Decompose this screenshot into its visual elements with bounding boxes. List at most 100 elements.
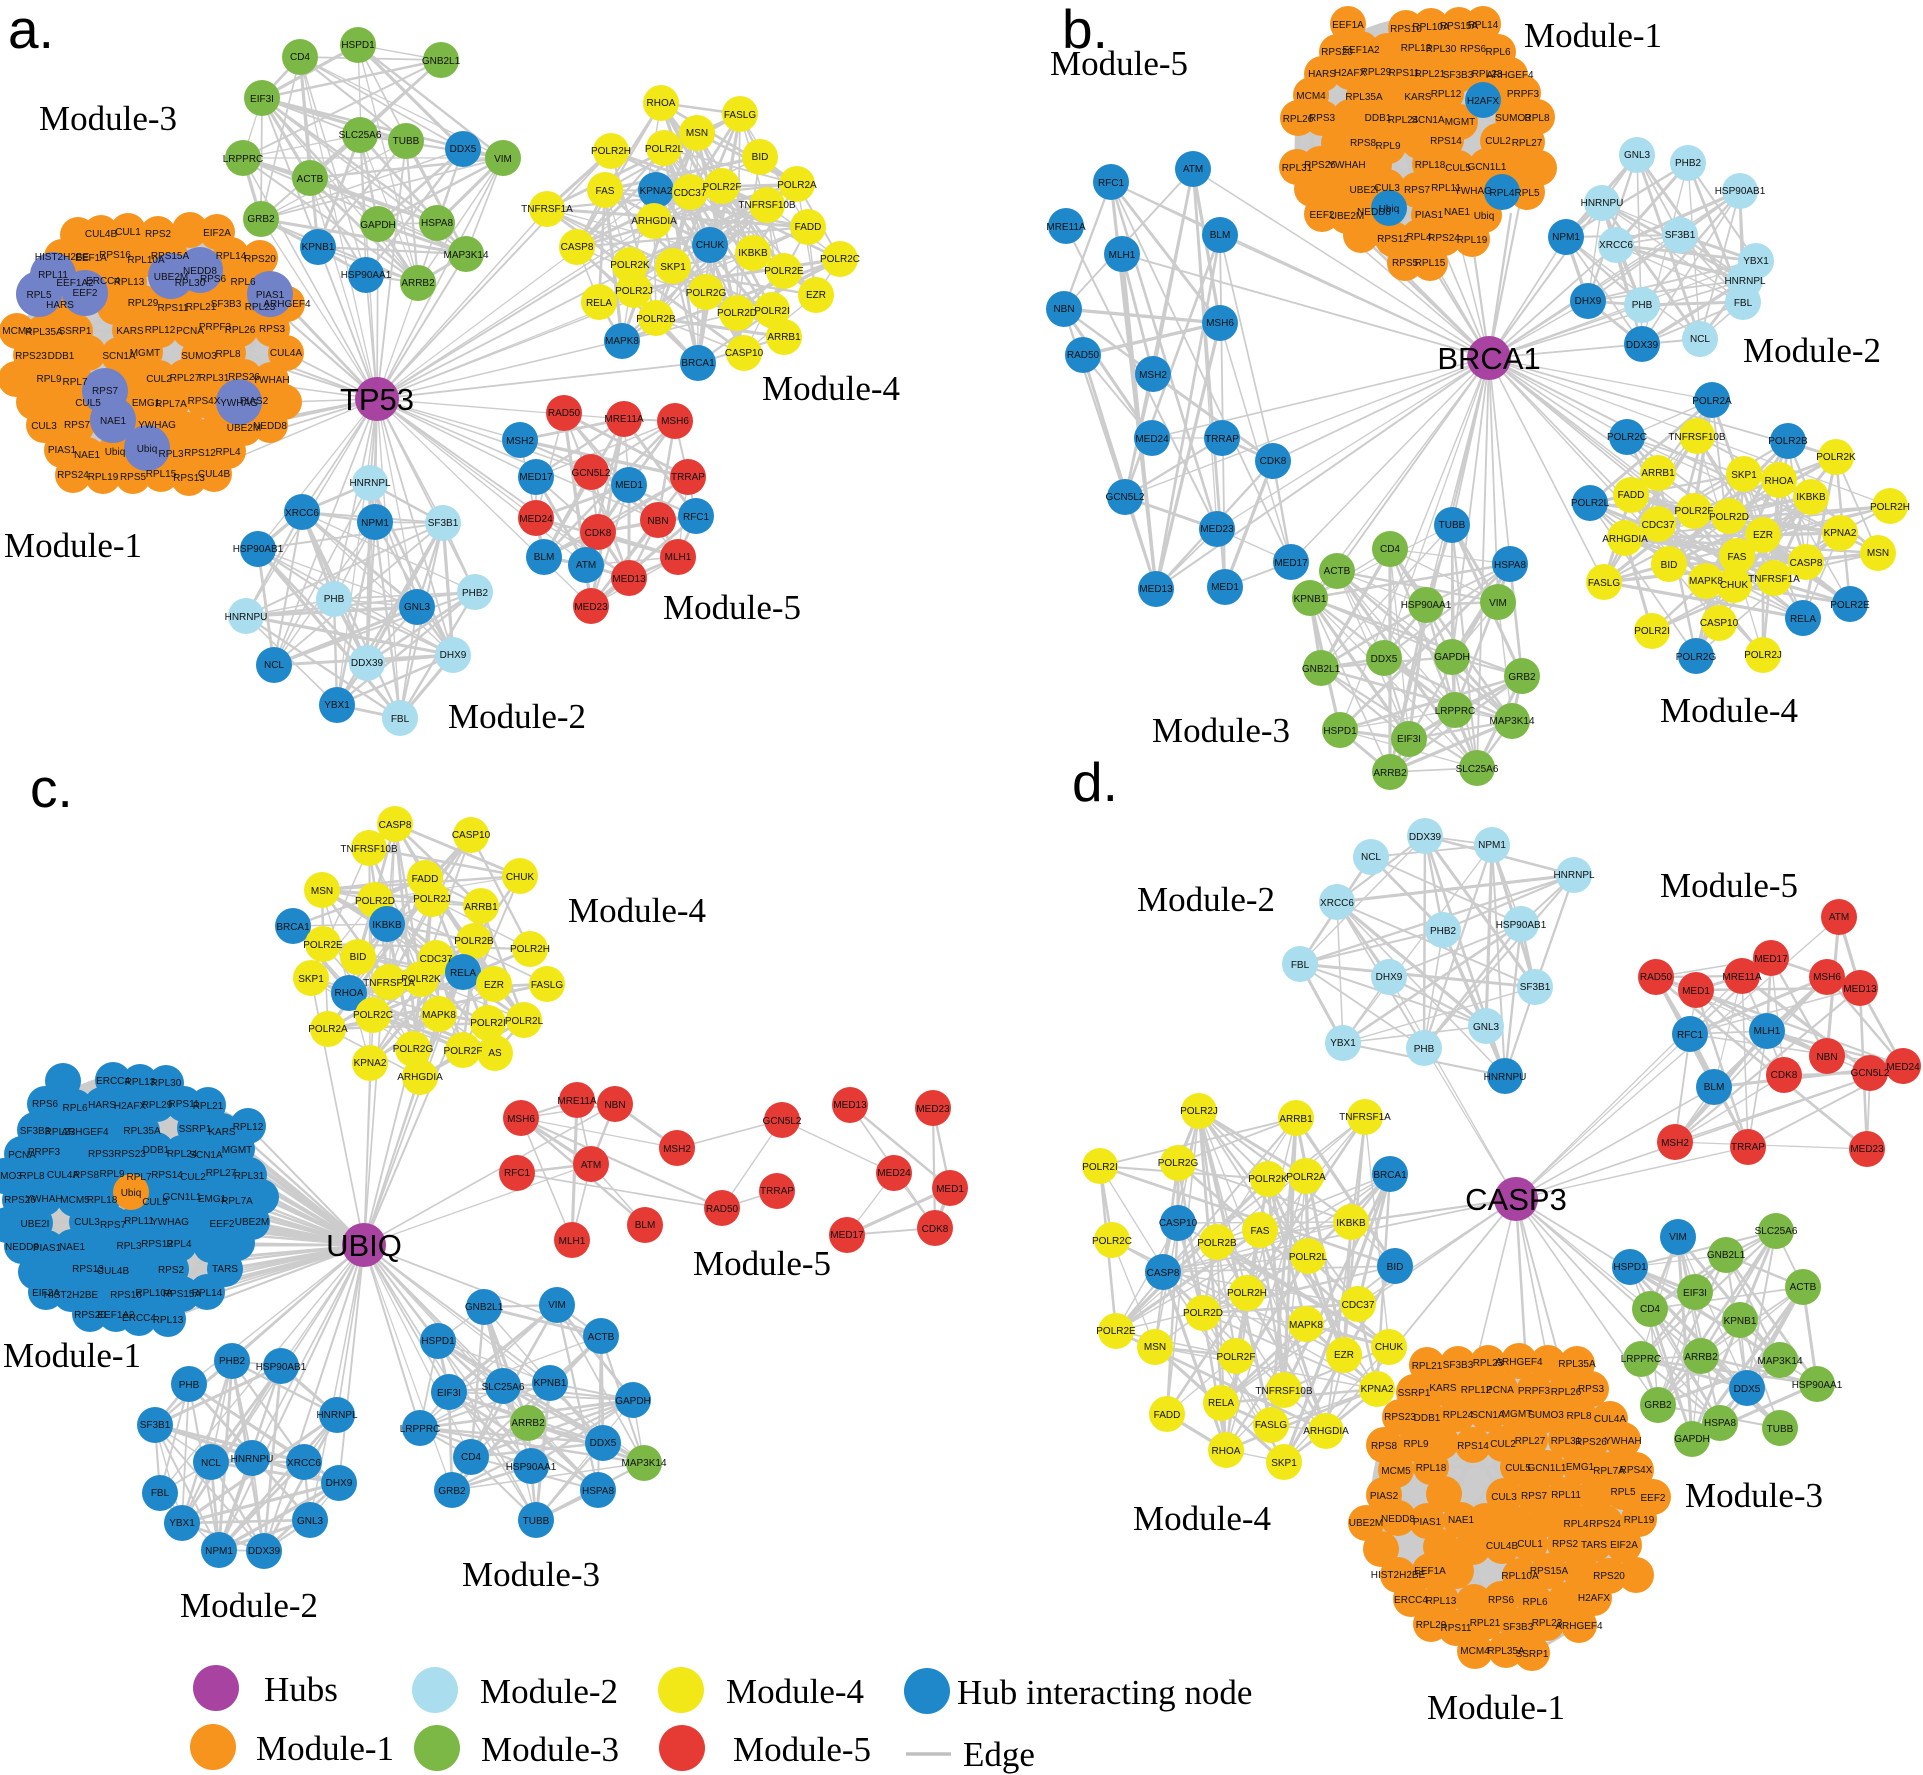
svg-text:MED1: MED1 <box>1682 986 1710 997</box>
svg-text:CDC37: CDC37 <box>420 954 453 965</box>
svg-text:PHB2: PHB2 <box>1675 158 1702 169</box>
svg-text:GAPDH: GAPDH <box>1674 1434 1710 1445</box>
svg-text:RPL11: RPL11 <box>1551 1490 1581 1501</box>
svg-text:GCN5L2: GCN5L2 <box>572 468 611 479</box>
svg-text:HNRNPU: HNRNPU <box>225 612 268 623</box>
svg-text:MSH2: MSH2 <box>663 1144 691 1155</box>
svg-text:RPL24: RPL24 <box>1443 1410 1474 1421</box>
svg-text:UBE2I: UBE2I <box>21 1219 50 1230</box>
svg-text:RPS7: RPS7 <box>1521 1491 1548 1502</box>
svg-text:SSRP1: SSRP1 <box>1516 1649 1549 1660</box>
svg-text:MSN: MSN <box>686 128 708 139</box>
svg-text:ARRB2: ARRB2 <box>1373 768 1407 779</box>
svg-text:SSRP1: SSRP1 <box>179 1124 212 1135</box>
svg-text:TUBB: TUBB <box>1767 1424 1794 1435</box>
svg-text:SUMO3: SUMO3 <box>0 1171 22 1182</box>
svg-text:MAPK8: MAPK8 <box>1689 576 1723 587</box>
svg-text:FASLG: FASLG <box>1588 578 1620 589</box>
svg-text:RPL26: RPL26 <box>1283 114 1314 125</box>
svg-text:ERCC4: ERCC4 <box>86 276 120 287</box>
svg-text:H2AFX: H2AFX <box>1334 68 1367 79</box>
svg-text:NAE1: NAE1 <box>74 450 101 461</box>
svg-text:Module-3: Module-3 <box>1152 711 1290 750</box>
svg-text:Module-1: Module-1 <box>1427 1688 1565 1727</box>
svg-text:FBL: FBL <box>151 1488 170 1499</box>
svg-text:NBN: NBN <box>1816 1052 1837 1063</box>
svg-text:RPL15: RPL15 <box>1415 258 1446 269</box>
svg-text:IKBKB: IKBKB <box>738 248 768 259</box>
svg-text:SF3B3: SF3B3 <box>211 299 242 310</box>
svg-text:GCN5L2: GCN5L2 <box>1851 1068 1890 1079</box>
svg-text:CUL2: CUL2 <box>180 1172 206 1183</box>
svg-text:MLH1: MLH1 <box>559 1236 586 1247</box>
svg-text:MSN: MSN <box>1867 548 1889 559</box>
svg-text:ARHGDIA: ARHGDIA <box>397 1072 443 1083</box>
svg-text:RPS5: RPS5 <box>120 472 147 483</box>
svg-text:FBL: FBL <box>1291 960 1310 971</box>
svg-text:TARS: TARS <box>1581 1540 1607 1551</box>
svg-text:GNB2L1: GNB2L1 <box>1302 664 1341 675</box>
svg-text:RPL4: RPL4 <box>166 1239 191 1250</box>
svg-text:EIF3I: EIF3I <box>437 1388 461 1399</box>
svg-text:MLH1: MLH1 <box>1754 1026 1781 1037</box>
svg-text:RPL35A: RPL35A <box>1345 92 1383 103</box>
svg-text:RPS24: RPS24 <box>1428 233 1460 244</box>
svg-text:PHB2: PHB2 <box>219 1356 246 1367</box>
svg-text:FASLG: FASLG <box>531 980 563 991</box>
svg-text:RPL13: RPL13 <box>1426 1596 1457 1607</box>
svg-text:YBX1: YBX1 <box>324 700 350 711</box>
svg-text:ARRB2: ARRB2 <box>511 1418 545 1429</box>
svg-text:ARRB1: ARRB1 <box>464 902 498 913</box>
svg-text:PIAS2: PIAS2 <box>1370 1491 1399 1502</box>
svg-text:SKP1: SKP1 <box>660 262 686 273</box>
svg-text:PIAS1: PIAS1 <box>33 1243 62 1254</box>
svg-text:POLR2L: POLR2L <box>1571 498 1610 509</box>
svg-text:EMG1: EMG1 <box>198 1194 227 1205</box>
svg-text:ATM: ATM <box>1183 164 1203 175</box>
svg-text:CDK8: CDK8 <box>922 1224 949 1235</box>
svg-text:GCN1L1: GCN1L1 <box>1468 162 1507 173</box>
svg-text:NCL: NCL <box>1361 852 1381 863</box>
svg-text:CASP10: CASP10 <box>1159 1218 1198 1229</box>
svg-text:RPS8: RPS8 <box>1350 138 1377 149</box>
svg-text:MSH6: MSH6 <box>1206 318 1234 329</box>
svg-text:CUL4B: CUL4B <box>97 1266 130 1277</box>
svg-text:RPS26: RPS26 <box>228 372 260 383</box>
svg-text:LRPPRC: LRPPRC <box>1621 1354 1662 1365</box>
svg-text:DDX39: DDX39 <box>1626 340 1659 351</box>
svg-text:CASP8: CASP8 <box>1790 558 1823 569</box>
svg-text:RPL7A: RPL7A <box>155 399 187 410</box>
svg-text:POLR2H: POLR2H <box>1227 1288 1267 1299</box>
svg-text:MED17: MED17 <box>1754 954 1788 965</box>
svg-text:SUMO3: SUMO3 <box>1495 113 1531 124</box>
svg-text:CUL4B: CUL4B <box>85 229 118 240</box>
svg-text:SSRP1: SSRP1 <box>59 326 92 337</box>
svg-text:RPL35A: RPL35A <box>25 327 63 338</box>
svg-text:PIAS1: PIAS1 <box>1415 210 1444 221</box>
svg-text:GNL3: GNL3 <box>1624 150 1651 161</box>
svg-text:Module-2: Module-2 <box>180 1586 318 1625</box>
svg-text:RPL11: RPL11 <box>1431 183 1461 194</box>
svg-text:MAP3K14: MAP3K14 <box>621 1458 666 1469</box>
svg-text:GRB2: GRB2 <box>1644 1400 1672 1411</box>
svg-text:PHB: PHB <box>1414 1044 1435 1055</box>
svg-text:RPL23: RPL23 <box>1472 69 1503 80</box>
svg-text:RPS26: RPS26 <box>4 1195 36 1206</box>
svg-text:POLR2J: POLR2J <box>1744 650 1782 661</box>
svg-text:SSRP1: SSRP1 <box>1398 1388 1431 1399</box>
svg-text:TNFRSF10B: TNFRSF10B <box>340 844 398 855</box>
svg-text:POLR2F: POLR2F <box>444 1046 483 1057</box>
svg-text:YWHAG: YWHAG <box>138 420 176 431</box>
svg-text:RPS3: RPS3 <box>259 324 286 335</box>
svg-text:RPL29: RPL29 <box>142 1100 173 1111</box>
svg-text:LRPPRC: LRPPRC <box>400 1424 441 1435</box>
svg-text:PRPF3: PRPF3 <box>1518 1386 1551 1397</box>
svg-text:GRB2: GRB2 <box>1508 672 1536 683</box>
svg-text:NPM1: NPM1 <box>205 1546 233 1557</box>
svg-text:RELA: RELA <box>1790 614 1816 625</box>
svg-text:SCN1A: SCN1A <box>1411 115 1445 126</box>
svg-text:YWHAG: YWHAG <box>151 1217 189 1228</box>
svg-text:HARS: HARS <box>1308 69 1336 80</box>
svg-text:KARS: KARS <box>208 1127 236 1138</box>
svg-text:ERCC4: ERCC4 <box>96 1076 130 1087</box>
